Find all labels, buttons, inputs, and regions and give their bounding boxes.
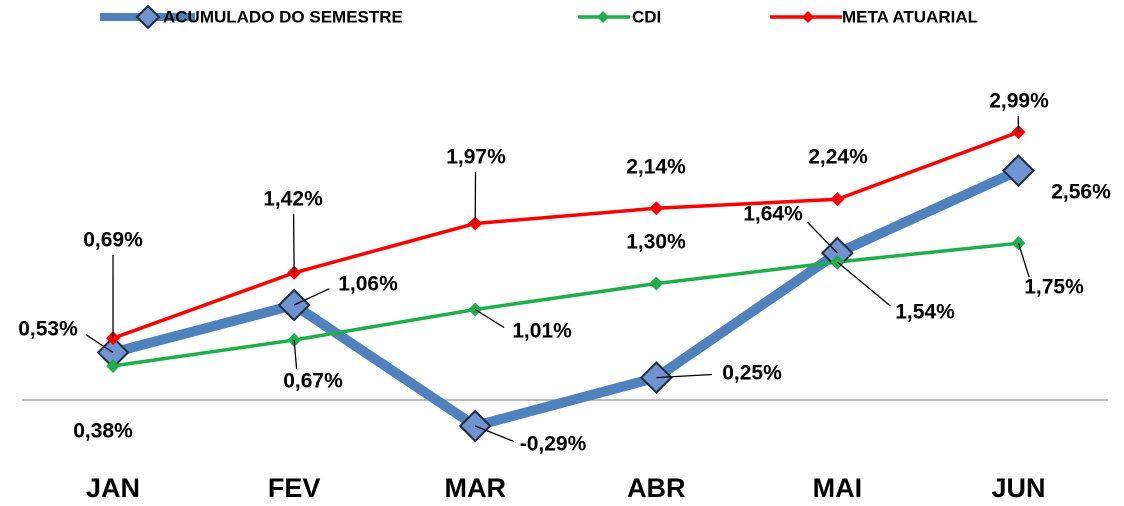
legend-marker (597, 11, 609, 23)
data-label: -0,29% (520, 433, 587, 456)
legend-label: ACUMULADO DO SEMESTRE (163, 7, 403, 26)
data-label: 0,38% (73, 420, 133, 443)
x-tick-label: JAN (86, 473, 140, 503)
data-label: 2,24% (808, 146, 868, 169)
leader-line (293, 339, 298, 370)
x-tick-label: JUN (991, 473, 1045, 503)
data-marker (458, 409, 492, 443)
x-tick-label: FEV (268, 473, 321, 503)
leader-line (656, 373, 713, 379)
x-tick-label: ABR (627, 473, 686, 503)
leader-line (85, 334, 114, 354)
leader-line (474, 308, 505, 329)
data-marker (830, 192, 845, 207)
data-label: 1,06% (338, 273, 398, 296)
leader-line (474, 425, 515, 443)
data-label: 1,01% (512, 320, 572, 343)
data-label: 1,42% (263, 188, 323, 211)
leader-line (1017, 243, 1030, 278)
leader-line (293, 288, 330, 306)
data-marker (1011, 125, 1026, 140)
data-marker (649, 276, 664, 291)
series-line (112, 241, 1019, 368)
leader-line (806, 221, 838, 254)
data-label: 0,53% (18, 318, 78, 341)
data-label: 1,97% (446, 146, 506, 169)
legend-label: META ATUARIAL (842, 7, 978, 26)
data-label: 2,56% (1051, 181, 1111, 204)
x-tick-label: MAI (813, 473, 863, 503)
leader-line (836, 261, 891, 307)
data-label: 0,25% (722, 362, 782, 385)
data-label: 1,30% (626, 231, 686, 254)
legend-label: CDI (632, 7, 661, 26)
data-label: 2,99% (989, 90, 1049, 113)
x-tick-label: MAR (444, 473, 506, 503)
data-label: 1,54% (895, 301, 955, 324)
data-label: 0,67% (283, 370, 343, 393)
data-marker (106, 358, 121, 373)
data-label: 1,64% (743, 203, 803, 226)
leader-line (292, 213, 295, 273)
legend-marker (802, 11, 814, 23)
legend-marker (135, 4, 161, 30)
data-label: 0,69% (83, 229, 143, 252)
data-label: 2,14% (626, 156, 686, 179)
data-marker (649, 201, 664, 216)
series-line (112, 130, 1020, 340)
data-label: 1,75% (1024, 276, 1084, 299)
series-line (111, 166, 1021, 431)
data-marker (1002, 154, 1035, 188)
